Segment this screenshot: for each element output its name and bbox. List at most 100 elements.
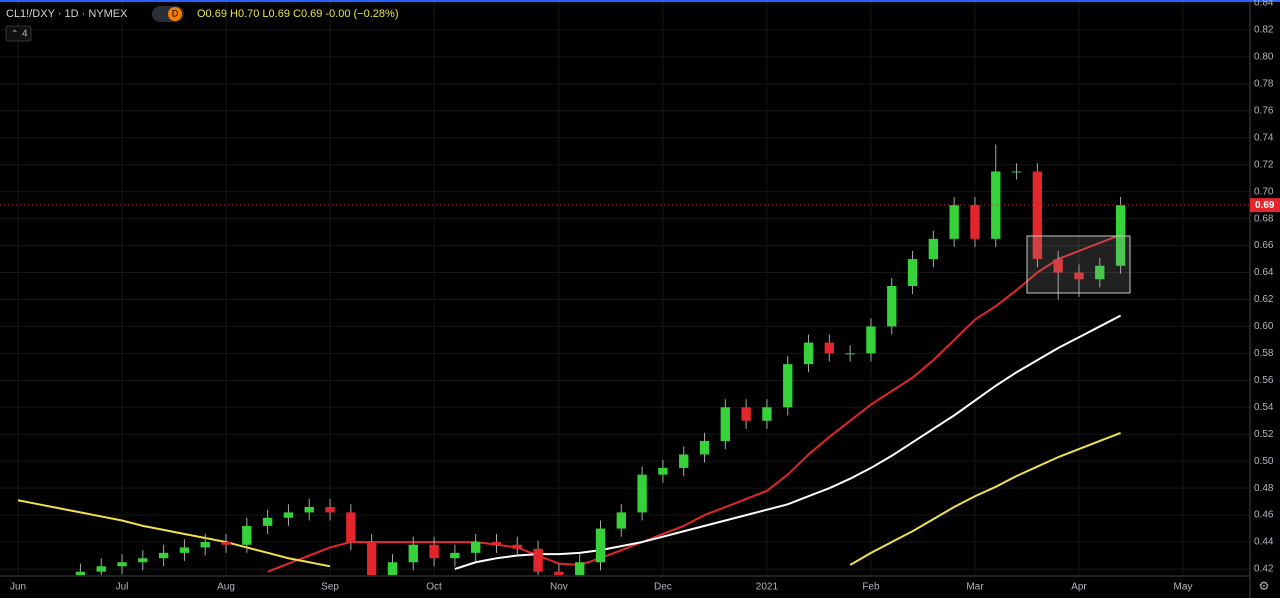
rectangle-drawing[interactable] bbox=[1026, 235, 1131, 294]
y-tick-label: 0.80 bbox=[1254, 52, 1274, 63]
candle-body bbox=[866, 326, 876, 354]
candle-body bbox=[845, 353, 855, 355]
y-tick-label: 0.64 bbox=[1254, 267, 1274, 278]
y-tick-label: 0.58 bbox=[1254, 348, 1274, 359]
candle-body bbox=[595, 528, 606, 563]
grid bbox=[0, 0, 1250, 576]
x-tick-label: Oct bbox=[426, 582, 442, 593]
candle-body bbox=[575, 562, 585, 575]
candle-body bbox=[970, 205, 980, 239]
candle-body bbox=[512, 544, 522, 549]
candle-body bbox=[408, 544, 418, 563]
moving-average bbox=[267, 233, 1121, 573]
candle-body bbox=[117, 562, 127, 567]
badge: D bbox=[172, 8, 179, 18]
candle-body bbox=[699, 440, 710, 455]
candle-body bbox=[803, 342, 814, 365]
candle-body bbox=[949, 205, 959, 239]
plot-area bbox=[0, 144, 1250, 575]
y-tick-label: 0.68 bbox=[1254, 213, 1274, 224]
y-tick-label: 0.52 bbox=[1254, 429, 1274, 440]
y-tick-label: 0.56 bbox=[1254, 375, 1274, 386]
x-tick-label: 2021 bbox=[756, 582, 779, 593]
candle-body bbox=[179, 547, 190, 553]
y-tick-label: 0.76 bbox=[1254, 105, 1274, 116]
candle-body bbox=[1115, 205, 1126, 266]
candle-body bbox=[679, 454, 689, 468]
candle-body bbox=[346, 512, 356, 543]
candle-body bbox=[1095, 265, 1105, 280]
y-tick-label: 0.82 bbox=[1254, 25, 1274, 36]
candle-body bbox=[200, 542, 210, 548]
x-tick-label: Mar bbox=[966, 582, 984, 593]
candle-body bbox=[928, 238, 939, 260]
candle-body bbox=[75, 571, 86, 575]
candle-body bbox=[387, 562, 398, 575]
y-tick-label: 0.50 bbox=[1254, 456, 1274, 467]
candle-body bbox=[741, 407, 751, 421]
x-tick-label: Aug bbox=[217, 582, 235, 593]
y-tick-label: 0.48 bbox=[1254, 483, 1274, 494]
candle-body bbox=[616, 512, 626, 529]
candle-body bbox=[762, 407, 772, 421]
candle-body bbox=[158, 552, 169, 559]
candle-body bbox=[554, 571, 564, 575]
candle-body bbox=[991, 171, 1001, 239]
candle-body bbox=[1074, 272, 1084, 280]
candle-body bbox=[262, 517, 273, 526]
x-tick-label: Jul bbox=[116, 582, 129, 593]
candle-body bbox=[720, 407, 731, 441]
candle-body bbox=[637, 474, 647, 513]
candle-body bbox=[533, 548, 543, 572]
candle-body bbox=[887, 286, 897, 327]
candle-body bbox=[304, 507, 314, 513]
badge-dot bbox=[168, 7, 182, 21]
candle-body bbox=[491, 542, 502, 545]
y-tick-label: 0.70 bbox=[1254, 186, 1274, 197]
ohlc: O0.69 H0.70 L0.69 C0.69 -0.00 (−0.28%) bbox=[197, 8, 399, 20]
candle-body bbox=[1032, 171, 1043, 260]
candle-body bbox=[138, 558, 148, 563]
candle-body bbox=[221, 542, 231, 545]
moving-average bbox=[454, 314, 1122, 570]
x-tick-label: Apr bbox=[1071, 582, 1087, 593]
candle-body bbox=[1053, 259, 1063, 273]
y-tick-label: 0.66 bbox=[1254, 240, 1274, 251]
indicator-toggle[interactable] bbox=[5, 25, 32, 42]
candle-body bbox=[783, 364, 793, 408]
x-tick-label: Jun bbox=[10, 582, 26, 593]
settings-icon[interactable]: ⚙ bbox=[1259, 579, 1270, 593]
focus-bar bbox=[0, 0, 1280, 2]
y-tick-label: 0.54 bbox=[1254, 402, 1274, 413]
y-tick-label: 0.44 bbox=[1254, 537, 1274, 548]
indicator-arrow: ⌃ bbox=[11, 28, 19, 38]
candle-body bbox=[325, 507, 335, 513]
y-tick-label: 0.46 bbox=[1254, 510, 1274, 521]
y-tick-label: 0.42 bbox=[1254, 564, 1274, 575]
y-tick-label: 0.74 bbox=[1254, 132, 1274, 143]
y-tick-label: 0.62 bbox=[1254, 294, 1274, 305]
x-tick-label: May bbox=[1174, 582, 1193, 593]
candle-body bbox=[96, 566, 106, 572]
candle-body bbox=[907, 259, 918, 286]
candle-body bbox=[470, 542, 481, 553]
candle-body bbox=[366, 542, 377, 575]
last-price-label: 0.69 bbox=[1255, 200, 1275, 211]
candle-body bbox=[824, 342, 835, 354]
x-tick-label: Dec bbox=[654, 582, 672, 593]
moving-average bbox=[17, 431, 1121, 568]
x-tick-label: Nov bbox=[550, 582, 568, 593]
candle-body bbox=[242, 525, 252, 545]
y-tick-label: 0.84 bbox=[1254, 0, 1274, 9]
y-tick-label: 0.72 bbox=[1254, 159, 1274, 170]
candle-body bbox=[429, 544, 439, 559]
y-tick-label: 0.60 bbox=[1254, 321, 1274, 332]
symbol-title[interactable]: CL1!/DXY · 1D · NYMEX bbox=[6, 8, 128, 20]
candle-body bbox=[658, 467, 668, 475]
candle-body bbox=[450, 552, 460, 559]
candle-body bbox=[1011, 171, 1022, 173]
candle-body bbox=[283, 512, 294, 518]
last-price-tag bbox=[1250, 198, 1280, 213]
